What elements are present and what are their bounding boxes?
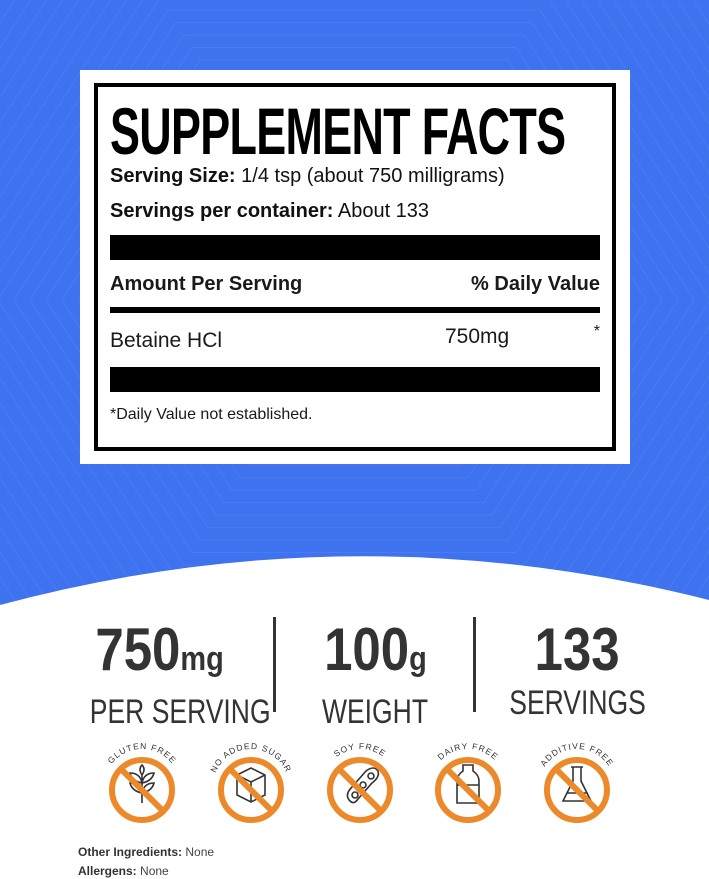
serving-size-label: Serving Size:	[110, 165, 236, 187]
ingredient-name: Betaine HCl	[110, 329, 223, 352]
other-ingredients-label: Other Ingredients:	[78, 845, 183, 859]
stat-per-serving: 750mg PER SERVING	[70, 615, 271, 731]
stat-label: SERVINGS	[509, 684, 646, 722]
servings-per-container: Servings per container: About 133	[110, 200, 429, 223]
daily-value-header: % Daily Value	[471, 273, 600, 295]
stat-value: 750mg	[96, 615, 224, 694]
facts-border: SUPPLEMENT FACTS Serving Size: 1/4 tsp (…	[94, 83, 616, 451]
soybean-icon	[346, 767, 380, 804]
stat-unit: g	[408, 640, 427, 678]
servings-value: About 133	[337, 200, 430, 222]
stat-weight: 100g WEIGHT	[290, 615, 460, 730]
prohibition-circle	[544, 757, 610, 823]
thick-rule	[110, 235, 600, 260]
thick-rule-bottom	[110, 367, 600, 392]
ingredient-dv: *	[593, 323, 600, 340]
badge-dairy-free: DAIRY FREE	[418, 735, 518, 835]
stat-label: PER SERVING	[89, 693, 271, 731]
divider	[273, 617, 276, 712]
stat-unit: mg	[180, 640, 225, 678]
prohibition-slash	[444, 766, 492, 814]
serving-size-value: 1/4 tsp (about 750 milligrams)	[241, 165, 505, 187]
facts-title: SUPPLEMENT FACTS	[110, 94, 566, 168]
badge-no-added-sugar: NO ADDED SUGAR	[201, 735, 301, 835]
allergens-value: None	[140, 864, 169, 878]
prohibition-slash	[227, 766, 275, 814]
stat-servings: 133 SERVINGS	[490, 615, 665, 721]
prohibition-circle	[218, 757, 284, 823]
stat-value: 100g	[324, 615, 427, 694]
badge-gluten-free: GLUTEN FREE	[92, 735, 192, 835]
servings-label: Servings per container:	[110, 200, 334, 222]
divider	[473, 617, 476, 712]
ingredient-row: Betaine HCl 750mg *	[110, 323, 600, 353]
ingredient-amount: 750mg	[445, 325, 510, 348]
stat-number: 100	[323, 616, 409, 683]
column-header: Amount Per Serving % Daily Value	[110, 273, 600, 296]
prohibition-circle	[435, 757, 501, 823]
badge-additive-free: ADDITIVE FREE	[527, 735, 627, 835]
prohibition-circle	[109, 757, 175, 823]
badge-soy-free: SOY FREE	[310, 735, 410, 835]
allergens-label: Allergens:	[78, 864, 137, 878]
serving-size: Serving Size: 1/4 tsp (about 750 milligr…	[110, 165, 505, 188]
amount-header: Amount Per Serving	[110, 273, 303, 295]
badge-label: ADDITIVE FREE	[538, 741, 616, 768]
prohibition-slash	[336, 766, 384, 814]
badge-label: SOY FREE	[332, 741, 388, 759]
stat-number: 133	[534, 616, 621, 683]
allergens: Allergens: None	[78, 864, 169, 878]
other-ingredients: Other Ingredients: None	[78, 845, 214, 859]
medium-rule	[110, 307, 600, 313]
prohibition-slash	[553, 766, 601, 814]
stat-value: 133	[535, 615, 620, 685]
prohibition-slash	[118, 766, 166, 814]
footnote: *Daily Value not established.	[110, 406, 313, 423]
supplement-facts-panel: SUPPLEMENT FACTS Serving Size: 1/4 tsp (…	[80, 70, 630, 464]
stat-label: WEIGHT	[321, 693, 429, 731]
other-ingredients-value: None	[185, 845, 215, 859]
stat-number: 750	[95, 616, 181, 683]
prohibition-circle	[327, 757, 393, 823]
